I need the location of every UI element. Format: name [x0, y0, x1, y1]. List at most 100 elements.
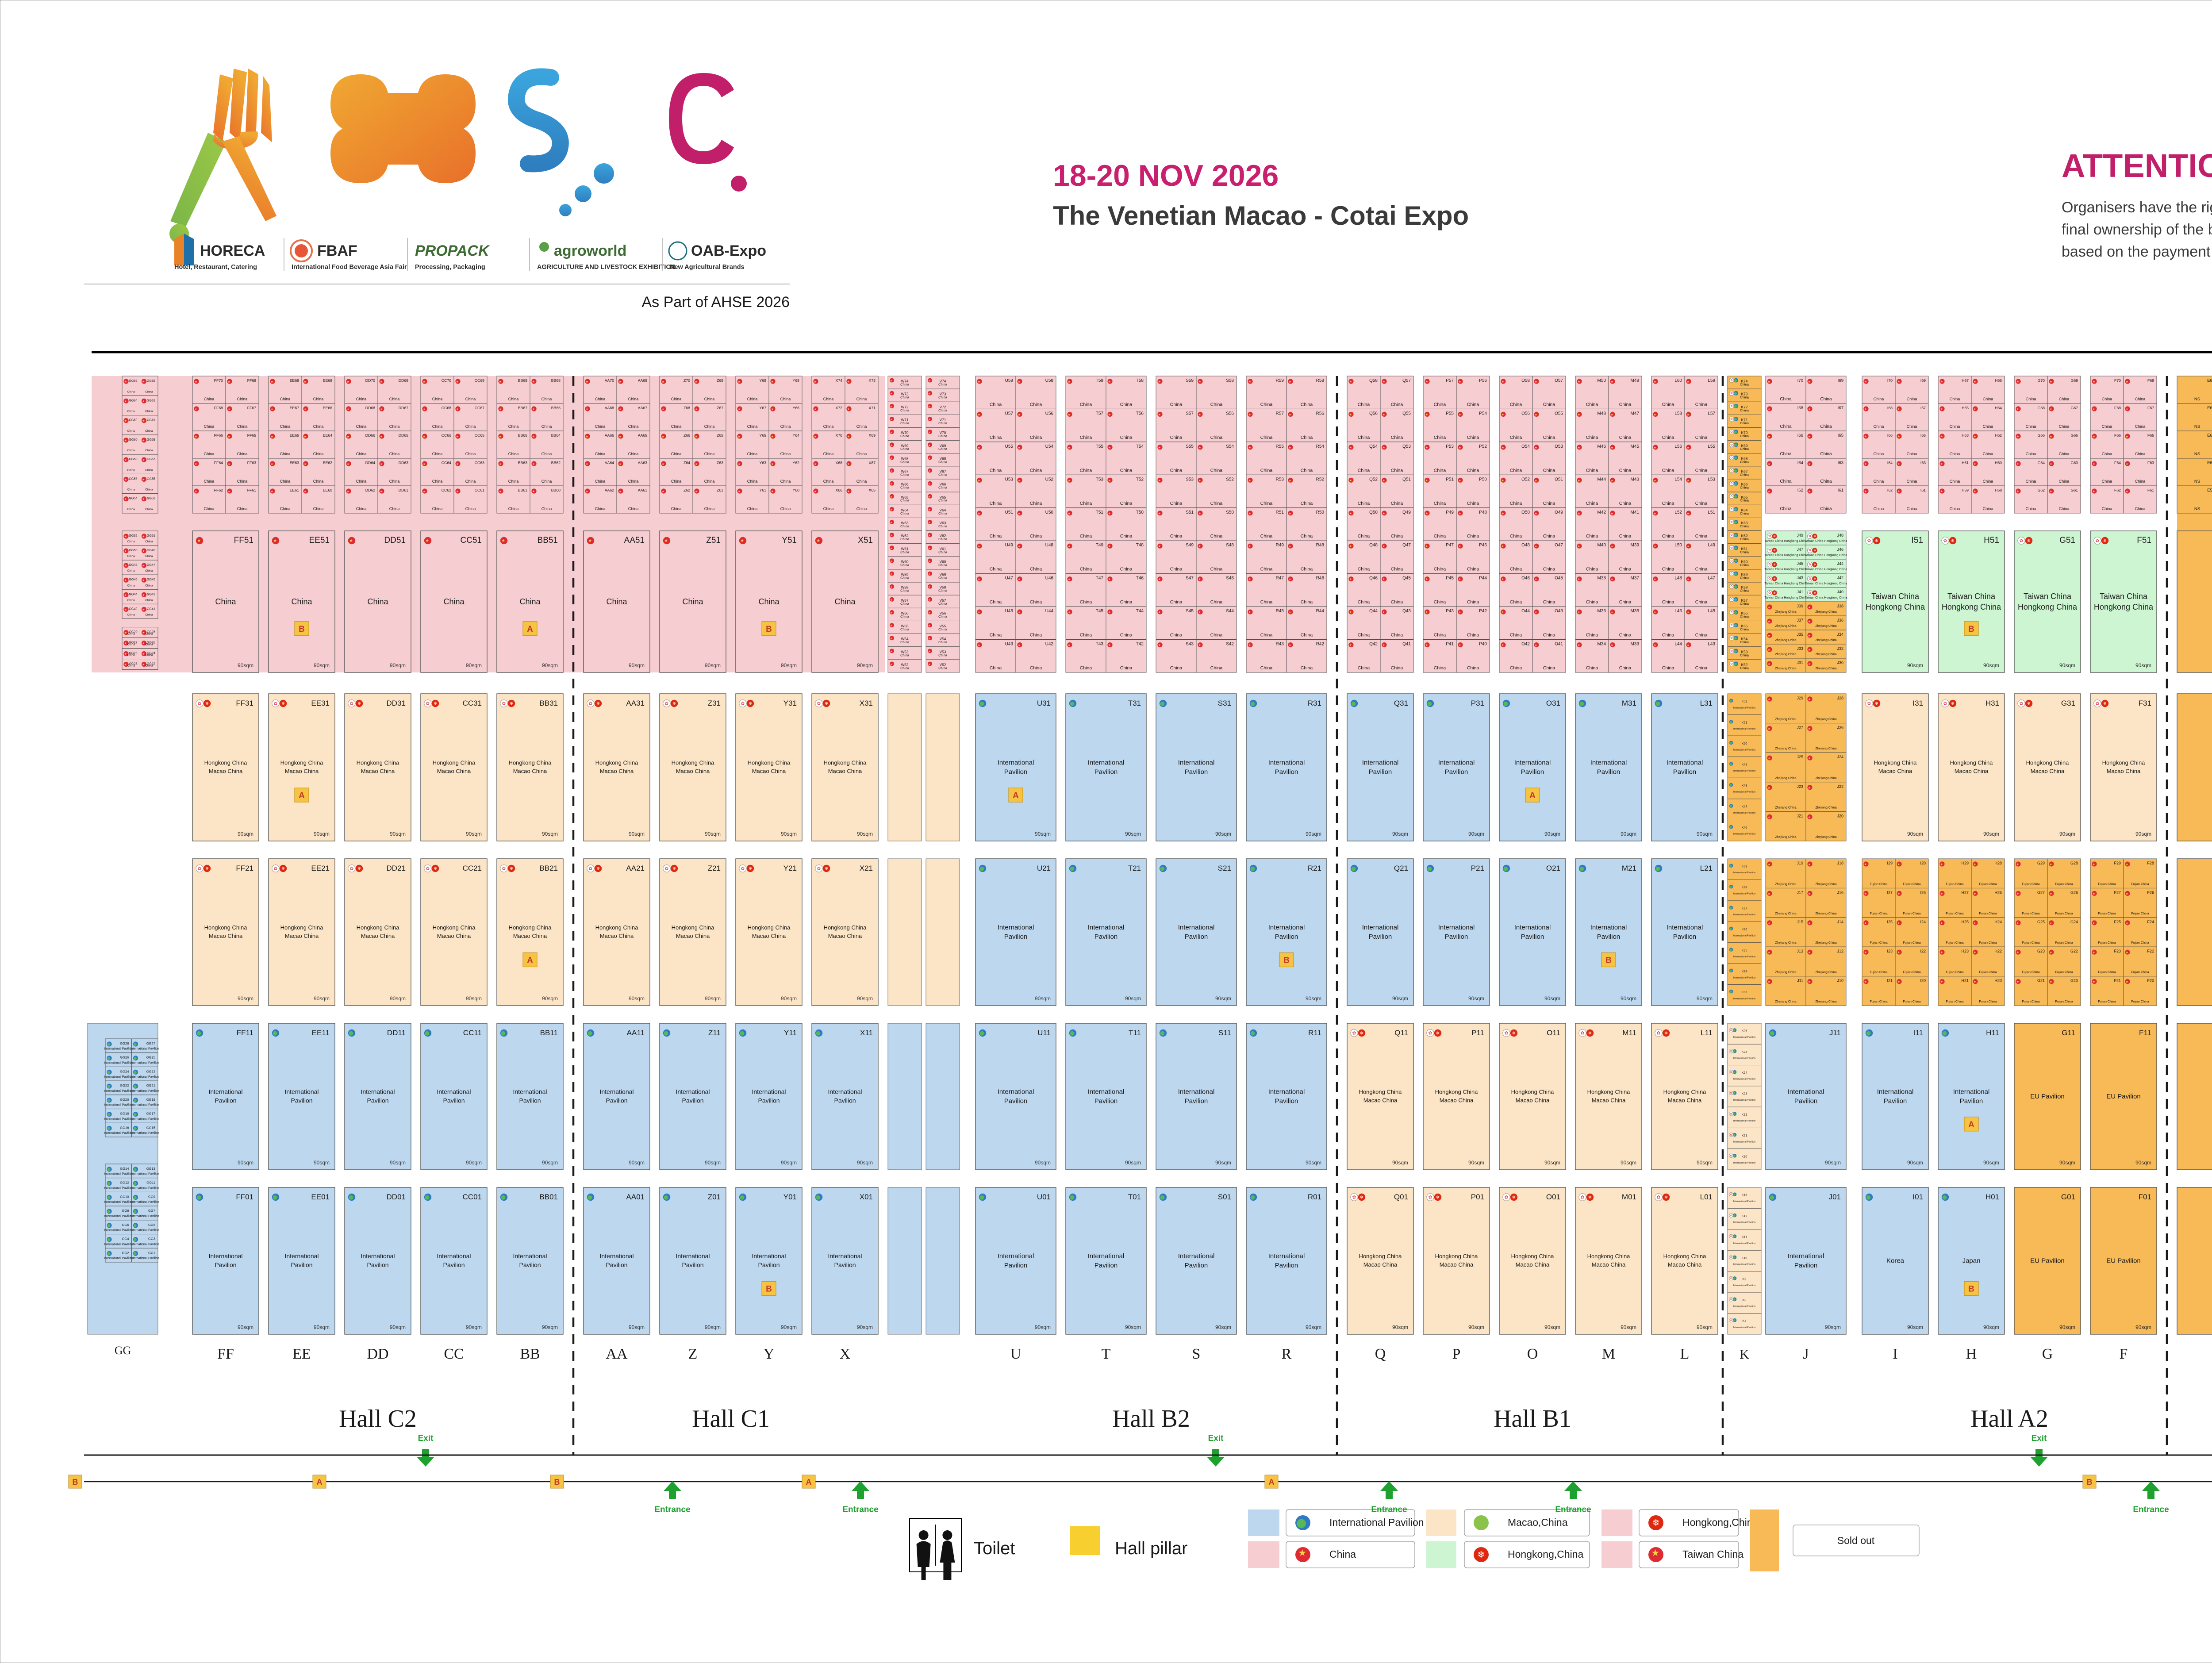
svg-text:I64: I64 [1887, 461, 1893, 465]
svg-text:J29: J29 [1797, 696, 1803, 700]
svg-text:U51: U51 [1005, 510, 1014, 515]
svg-text:✿: ✿ [350, 866, 354, 871]
svg-text:China: China [1695, 435, 1708, 440]
svg-text:P43: P43 [1446, 609, 1454, 614]
svg-text:International: International [1178, 759, 1215, 767]
svg-text:DD01: DD01 [387, 1193, 406, 1201]
svg-text:International: International [1268, 1252, 1305, 1260]
svg-text:Pavilion: Pavilion [606, 1261, 627, 1268]
svg-text:90sqm: 90sqm [781, 1324, 797, 1330]
svg-text:★: ★ [197, 538, 201, 543]
svg-text:GG41: GG41 [147, 607, 155, 611]
svg-text:★: ★ [271, 407, 273, 411]
svg-text:Pavilion: Pavilion [1445, 933, 1468, 941]
svg-text:✿: ✿ [1730, 637, 1733, 640]
svg-text:Y11: Y11 [784, 1029, 797, 1037]
svg-text:H25: H25 [1961, 920, 1969, 924]
svg-text:★: ★ [1808, 435, 1811, 438]
svg-text:International Pavilion: International Pavilion [104, 1243, 133, 1246]
svg-text:DD21: DD21 [387, 864, 406, 872]
svg-text:China: China [1907, 507, 1917, 511]
svg-text:P51: P51 [1446, 477, 1454, 482]
svg-text:China: China [1467, 435, 1479, 440]
svg-text:Y21: Y21 [783, 864, 797, 872]
svg-text:J48: J48 [1837, 533, 1843, 538]
svg-text:M34: M34 [1598, 642, 1606, 647]
svg-text:International Pavilion: International Pavilion [104, 1075, 133, 1079]
svg-text:★: ★ [1897, 863, 1900, 866]
svg-text:Pavilion: Pavilion [1960, 1098, 1983, 1105]
svg-text:Q56: Q56 [1369, 411, 1378, 416]
svg-text:BB69: BB69 [518, 378, 527, 383]
svg-text:Pavilion: Pavilion [519, 1261, 541, 1268]
svg-text:I24: I24 [1920, 920, 1926, 924]
svg-text:Hall C2: Hall C2 [339, 1405, 417, 1433]
svg-text:★: ★ [1808, 634, 1811, 638]
svg-text:J13: J13 [1797, 949, 1803, 953]
svg-text:China: China [900, 434, 910, 438]
svg-text:★: ★ [1248, 512, 1251, 515]
svg-text:P31: P31 [1471, 699, 1484, 707]
svg-text:China: China [280, 452, 291, 456]
svg-text:J22: J22 [1837, 784, 1843, 789]
svg-text:China: China [1210, 534, 1223, 539]
svg-text:J35: J35 [1797, 632, 1803, 637]
svg-text:International Pavilion: International Pavilion [1733, 1099, 1755, 1102]
svg-text:★: ★ [499, 435, 502, 438]
svg-text:China: China [1301, 402, 1313, 407]
svg-text:90sqm: 90sqm [466, 1160, 482, 1166]
svg-text:O51: O51 [1555, 477, 1563, 482]
svg-text:★: ★ [1940, 922, 1943, 925]
svg-text:GG25: GG25 [146, 1056, 155, 1060]
svg-text:R57: R57 [1276, 411, 1284, 416]
svg-text:★: ★ [2050, 892, 2052, 895]
svg-text:★: ★ [2093, 892, 2095, 895]
svg-text:China: China [938, 473, 948, 477]
svg-text:★: ★ [890, 560, 893, 563]
svg-text:I66: I66 [1887, 433, 1893, 438]
svg-text:★: ★ [1768, 951, 1770, 954]
svg-text:★: ★ [1248, 644, 1251, 647]
svg-text:S42: S42 [1226, 642, 1234, 647]
svg-text:China: China [1619, 402, 1632, 407]
svg-text:Q46: Q46 [1369, 576, 1378, 581]
svg-text:Fujian China: Fujian China [1979, 970, 1997, 974]
svg-text:China: China [1301, 501, 1313, 506]
svg-text:China: China [1740, 383, 1749, 387]
svg-text:★: ★ [1068, 479, 1071, 482]
svg-text:China: China [595, 479, 606, 484]
svg-text:R47: R47 [1276, 576, 1284, 581]
svg-text:★: ★ [1768, 648, 1770, 652]
svg-text:★: ★ [771, 490, 774, 493]
svg-text:★: ★ [1108, 380, 1111, 384]
svg-text:★: ★ [1768, 727, 1770, 731]
svg-text:China: China [1434, 567, 1446, 572]
svg-text:✿: ✿ [1730, 508, 1733, 511]
svg-text:G11: G11 [2062, 1029, 2075, 1037]
svg-text:BB60: BB60 [551, 488, 561, 492]
svg-text:G63: G63 [2071, 461, 2078, 465]
svg-text:★: ★ [1578, 578, 1580, 581]
svg-text:P54: P54 [1479, 411, 1487, 416]
svg-text:X21: X21 [860, 864, 873, 872]
svg-text:H20: H20 [1994, 979, 2002, 983]
svg-text:International: International [1088, 1088, 1125, 1096]
svg-text:Hongkong China: Hongkong China [433, 760, 476, 766]
svg-text:O53: O53 [1555, 444, 1563, 449]
svg-text:Q51: Q51 [1402, 477, 1411, 482]
svg-text:✿: ✿ [198, 701, 202, 706]
svg-text:★: ★ [1687, 380, 1690, 384]
svg-text:M46: M46 [1598, 444, 1606, 449]
svg-text:G27: G27 [2037, 890, 2045, 895]
svg-text:I31: I31 [1912, 699, 1923, 707]
svg-text:F11: F11 [2139, 1029, 2151, 1037]
svg-text:China: China [1358, 599, 1370, 605]
svg-text:Fujian China: Fujian China [2098, 999, 2116, 1003]
svg-text:✿: ✿ [2020, 701, 2024, 706]
svg-text:✿: ✿ [1352, 1030, 1356, 1036]
svg-text:★: ★ [1108, 512, 1111, 515]
svg-text:China: China [313, 507, 324, 511]
svg-text:G28: G28 [2070, 861, 2078, 865]
svg-text:China: China [280, 479, 291, 484]
svg-text:T56: T56 [1136, 411, 1144, 416]
